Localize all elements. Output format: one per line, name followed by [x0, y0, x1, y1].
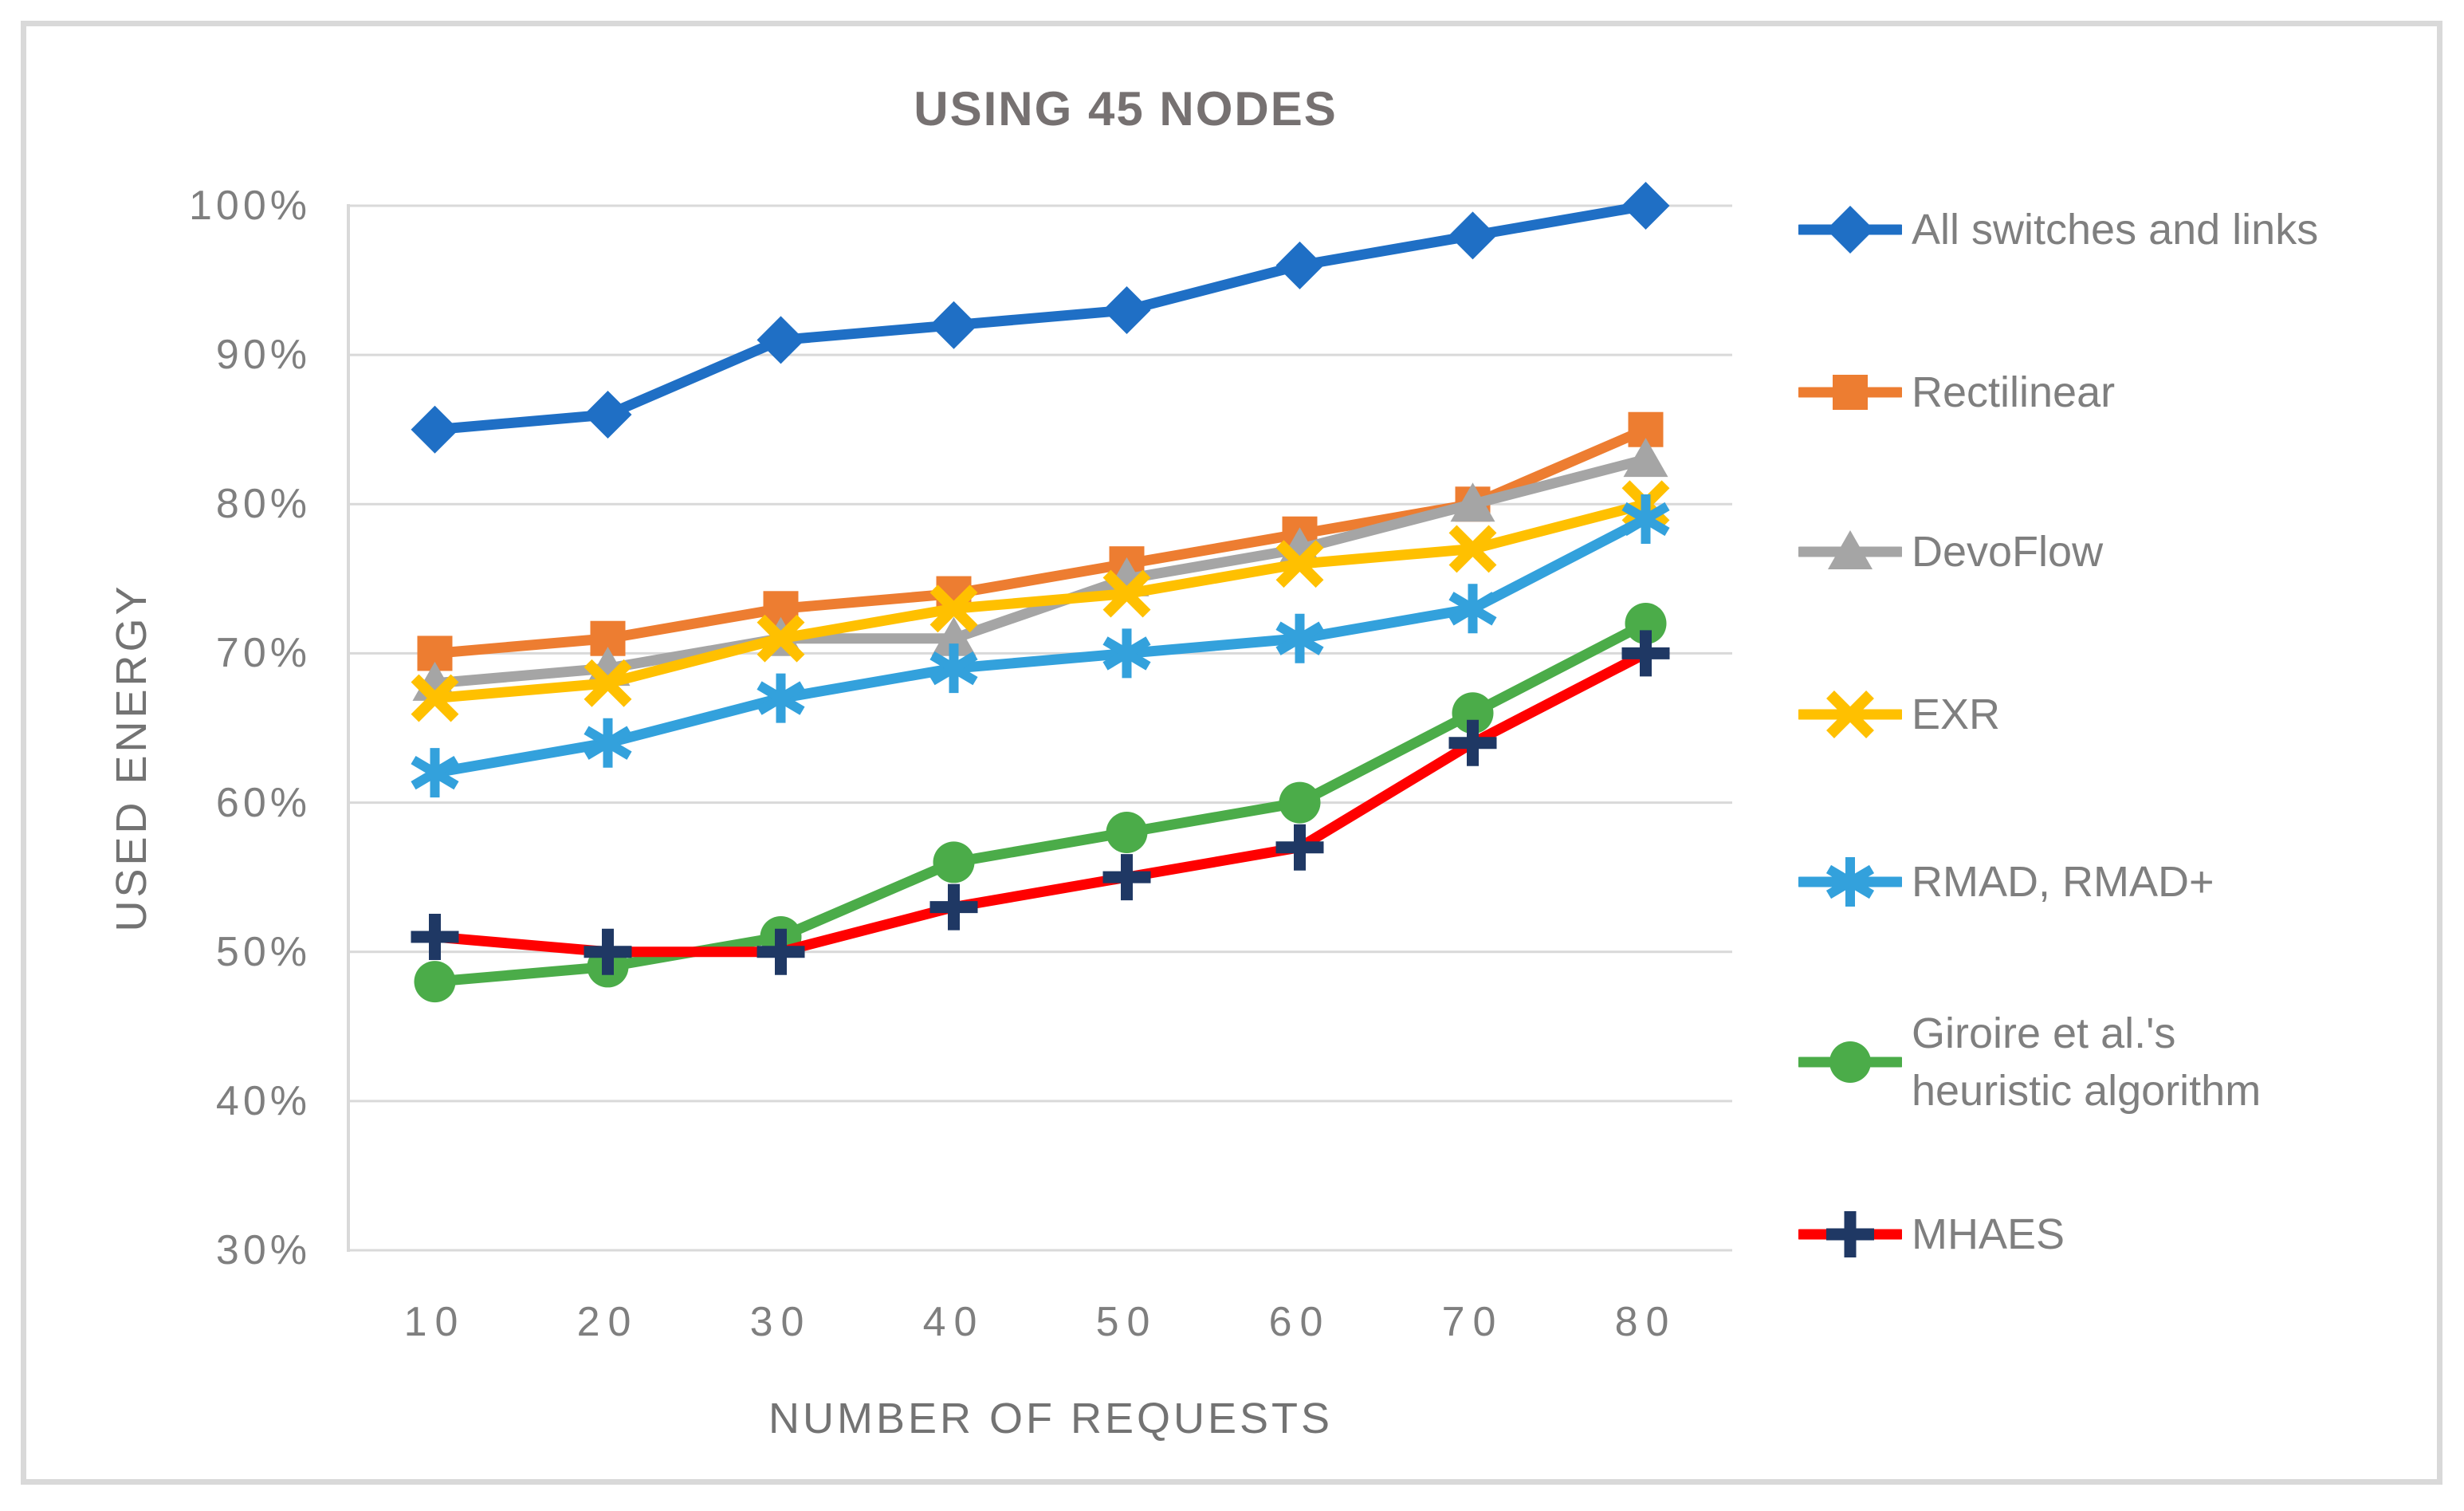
legend-swatch-circle	[1798, 1041, 1902, 1083]
legend-swatch-asterisk	[1798, 857, 1902, 907]
data-point-marker-triangle	[1828, 530, 1873, 569]
data-point-marker-diamond	[1102, 286, 1151, 334]
data-point-marker-diamond	[1448, 211, 1497, 260]
legend-swatch-plus	[1798, 1211, 1902, 1257]
x-tick-label: 60	[1268, 1299, 1331, 1345]
data-point-marker-circle	[933, 841, 975, 883]
data-point-marker-asterisk	[411, 748, 459, 798]
legend-label: RMAD, RMAD+	[1912, 858, 2214, 906]
x-axis-title: NUMBER OF REQUESTS	[768, 1395, 1334, 1442]
x-tick-label: 40	[922, 1299, 985, 1345]
legend-label: All switches and links	[1912, 206, 2319, 254]
data-point-marker-diamond	[584, 391, 632, 439]
data-point-marker-diamond	[1826, 206, 1874, 254]
y-tick-label: 50%	[215, 928, 311, 975]
data-point-marker-circle	[1452, 692, 1494, 734]
x-tick-label: 80	[1614, 1299, 1677, 1345]
data-point-marker-asterisk	[1825, 857, 1875, 907]
data-point-marker-diamond	[1275, 241, 1324, 289]
data-point-marker-circle	[1625, 603, 1667, 644]
y-tick-label: 40%	[215, 1077, 311, 1124]
data-point-marker-x	[1275, 540, 1324, 588]
legend-label: DevoFlow	[1912, 528, 2104, 576]
data-point-marker-plus	[1102, 854, 1151, 901]
x-tick-label: 20	[576, 1299, 639, 1345]
y-tick-label: 70%	[215, 630, 311, 677]
legend-label: Rectilinear	[1912, 368, 2116, 416]
legend-swatch-square	[1798, 375, 1902, 410]
series-line-giroire-et-al-s-heuristic-algorithm	[434, 619, 1649, 987]
data-point-marker-plus	[411, 914, 459, 960]
data-point-marker-diamond	[1621, 182, 1670, 230]
chart-title: USING 45 NODES	[914, 82, 1338, 136]
data-point-marker-triangle	[1450, 482, 1495, 522]
data-point-marker-plus	[584, 928, 632, 975]
legend-swatch-x	[1798, 691, 1902, 738]
data-point-marker-plus	[1826, 1211, 1874, 1257]
data-point-marker-asterisk	[1275, 613, 1324, 663]
data-point-marker-diamond	[411, 405, 459, 454]
x-tick-label: 50	[1095, 1299, 1158, 1345]
x-tick-label: 10	[403, 1299, 466, 1345]
data-point-marker-plus	[929, 883, 978, 931]
x-tick-label: 30	[749, 1299, 812, 1345]
data-point-marker-diamond	[929, 301, 978, 349]
data-point-marker-asterisk	[756, 673, 805, 723]
data-point-marker-x	[584, 659, 632, 707]
data-point-marker-triangle	[1623, 438, 1668, 478]
legend-label: MHAES	[1912, 1210, 2065, 1258]
data-point-marker-x	[929, 584, 978, 633]
data-point-marker-x	[411, 674, 459, 722]
data-point-marker-diamond	[756, 316, 805, 364]
y-tick-label: 80%	[215, 481, 311, 528]
data-point-marker-triangle	[931, 616, 977, 656]
data-point-marker-plus	[1448, 719, 1497, 766]
data-point-marker-plus	[756, 928, 805, 975]
data-point-marker-asterisk	[1448, 584, 1497, 634]
data-point-marker-circle	[1279, 781, 1321, 824]
series-line-all-switches-and-links	[434, 200, 1647, 435]
series-line-exr	[434, 498, 1648, 704]
data-point-marker-x	[756, 614, 805, 663]
data-point-marker-circle	[414, 961, 456, 1003]
data-point-marker-x	[1826, 691, 1874, 738]
data-point-marker-asterisk	[929, 643, 978, 694]
x-tick-label: 70	[1441, 1299, 1504, 1345]
data-point-marker-asterisk	[584, 718, 632, 768]
legend-label: Giroire et al.'s heuristic algorithm	[1912, 1009, 2262, 1115]
series-line-rmad-rmad-	[434, 514, 1649, 778]
data-point-marker-x	[1102, 569, 1151, 618]
data-point-marker-square	[1833, 375, 1868, 410]
data-point-marker-circle	[1106, 812, 1148, 853]
series-line-devoflow	[434, 454, 1648, 689]
data-point-marker-asterisk	[1102, 628, 1151, 679]
legend-swatch-triangle	[1798, 530, 1902, 569]
y-tick-label: 30%	[215, 1227, 311, 1273]
data-point-marker-plus	[1621, 630, 1670, 677]
data-point-marker-circle	[1829, 1041, 1871, 1083]
y-tick-label: 90%	[215, 332, 311, 379]
data-point-marker-x	[1448, 525, 1497, 573]
y-tick-label: 100%	[189, 183, 311, 229]
series-line-mhaes	[434, 648, 1649, 958]
legend-label: EXR	[1912, 691, 2001, 738]
data-point-marker-plus	[1275, 824, 1324, 871]
chart-border	[21, 21, 2442, 1485]
legend-swatch-diamond	[1798, 206, 1902, 254]
y-tick-label: 60%	[215, 779, 311, 826]
data-point-marker-asterisk	[1621, 494, 1670, 544]
